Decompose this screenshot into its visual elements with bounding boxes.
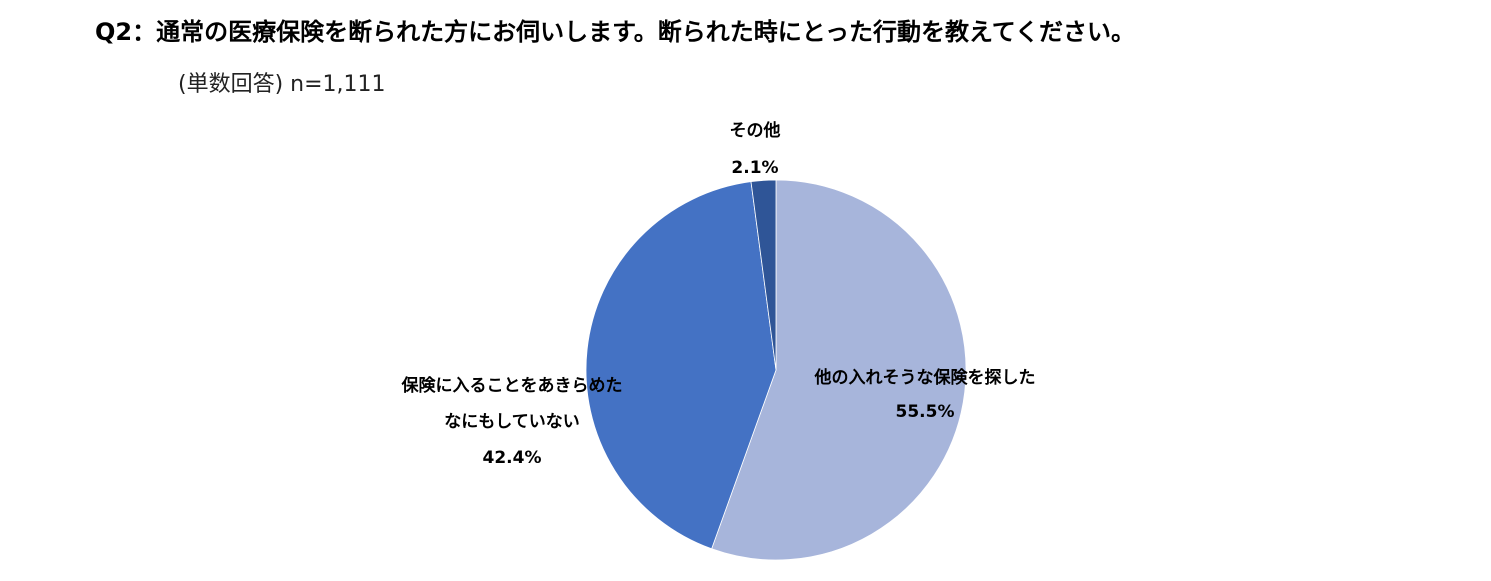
slice-label: 他の入れそうな保険を探した — [814, 368, 1036, 388]
value-label: 2.1% — [731, 158, 779, 178]
chart-title: Q2：通常の医療保険を断られた方にお伺いします。断られた時にとった行動を教えてく… — [95, 18, 1136, 46]
value-label: 55.5% — [895, 402, 955, 422]
slice-label: 保険に入ることをあきらめた なにもしていない — [401, 376, 623, 432]
slice-label: その他 — [729, 121, 781, 141]
chart-subtitle: (単数回答) n=1,111 — [178, 72, 386, 97]
pie-slice — [711, 179, 967, 561]
pie-slice — [750, 179, 777, 371]
value-label: 42.4% — [482, 448, 542, 468]
pie-slice — [585, 181, 777, 550]
